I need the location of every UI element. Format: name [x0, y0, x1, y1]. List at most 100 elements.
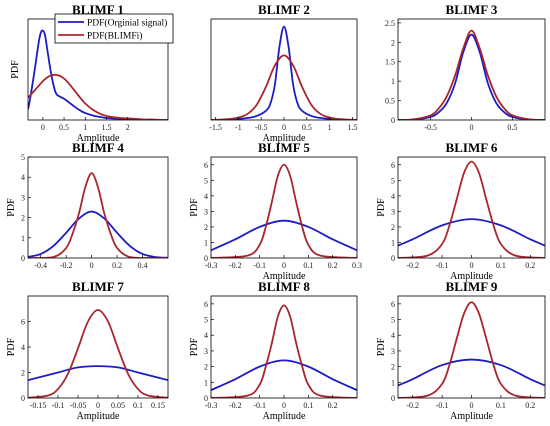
y-tick-label: 2 [21, 369, 25, 378]
panel-title: BLIMF 9 [446, 279, 498, 294]
x-axis-label: Amplitude [450, 411, 493, 422]
y-tick-label: 1 [391, 77, 395, 86]
x-tick-label: 2 [126, 123, 130, 132]
x-tick-label: 0.1 [496, 261, 506, 270]
x-tick-label: 0.2 [525, 401, 535, 410]
x-tick-label: 0.05 [111, 401, 125, 410]
x-tick-label: -0.3 [205, 261, 218, 270]
x-axis-label: Amplitude [263, 411, 306, 422]
y-tick-label: 0 [391, 394, 395, 403]
x-tick-label: -0.3 [205, 401, 218, 410]
x-tick-label: 0.5 [507, 123, 517, 132]
series-line-original [398, 218, 545, 247]
series-line-blimf [28, 73, 168, 120]
axes-box [27, 156, 169, 259]
x-tick-label: 0.2 [328, 401, 338, 410]
x-tick-label: 0 [282, 401, 286, 410]
x-tick-label: -0.2 [229, 401, 242, 410]
x-tick-label: 0.2 [112, 261, 122, 270]
y-tick-label: 4 [204, 331, 208, 340]
series-line-blimf [28, 309, 168, 398]
series-line-blimf [211, 54, 357, 120]
legend-box [54, 13, 174, 44]
x-tick-label: 0.2 [525, 261, 535, 270]
series-line-original [398, 33, 545, 120]
panel-title: BLIMF 2 [258, 2, 310, 17]
panel-title: BLIMF 7 [72, 279, 124, 294]
x-tick-label: -0.2 [60, 261, 73, 270]
x-tick-label: 0 [41, 123, 45, 132]
x-tick-label: 0 [282, 123, 286, 132]
x-tick-label: 0.2 [328, 261, 338, 270]
legend: PDF(Orginial signal) PDF(BLIMFi) [54, 13, 174, 44]
series-line-blimf [211, 163, 357, 258]
series-line-blimf [28, 172, 168, 258]
y-tick-label: 0 [204, 394, 208, 403]
series-line-original [211, 25, 357, 120]
x-tick-label: -0.5 [424, 123, 437, 132]
x-tick-label: -0.2 [406, 401, 419, 410]
x-tick-label: 1 [328, 123, 332, 132]
x-tick-label: -0.1 [436, 401, 449, 410]
panel-title: BLIMF 5 [258, 140, 310, 155]
y-tick-label: 6 [391, 161, 395, 170]
y-tick-label: 3 [204, 347, 208, 356]
panel-title: BLIMF 3 [446, 2, 498, 17]
y-tick-label: 2 [204, 363, 208, 372]
x-tick-label: -0.4 [34, 261, 47, 270]
x-tick-label: 0.1 [133, 401, 143, 410]
y-tick-label: 0 [391, 116, 395, 125]
series-line-blimf [211, 304, 357, 398]
y-tick-label: 6 [204, 300, 208, 309]
y-tick-label: 0 [21, 254, 25, 263]
y-tick-label: 2 [391, 38, 395, 47]
x-tick-label: 1 [83, 123, 87, 132]
x-axis-label: Amplitude [263, 133, 306, 144]
y-tick-label: 4 [21, 343, 25, 352]
y-tick-label: 2 [204, 223, 208, 232]
x-tick-label: 0 [90, 261, 94, 270]
x-tick-label: 0 [96, 401, 100, 410]
y-tick-label: 5 [391, 316, 395, 325]
y-tick-label: 4 [391, 331, 395, 340]
x-tick-label: 0 [470, 123, 474, 132]
y-tick-label: 6 [21, 318, 25, 327]
y-axis-label: PDF [6, 198, 17, 217]
y-tick-label: 5 [391, 176, 395, 185]
y-tick-label: 1 [204, 378, 208, 387]
y-tick-label: 3 [21, 193, 25, 202]
panel-6: -0.2 -0.1 0 0.1 0.2 0 1 2 3 4 5 6 BLIMF 6 Amplitude PD… [376, 140, 546, 282]
panel-title: BLIMF 8 [258, 279, 310, 294]
x-tick-label: -1.5 [209, 123, 222, 132]
y-axis-label: PDF [189, 198, 200, 217]
x-tick-label: 0 [470, 401, 474, 410]
y-tick-label: 5 [204, 176, 208, 185]
x-axis-label: Amplitude [77, 411, 120, 422]
legend-original-label: PDF(Orginial signal) [87, 18, 167, 29]
y-tick-label: 1 [21, 234, 25, 243]
series-line-original [28, 210, 168, 258]
y-tick-label: 3 [391, 207, 395, 216]
series-line-original [398, 358, 545, 387]
series-line-blimf [398, 29, 545, 120]
x-tick-label: -0.1 [253, 261, 266, 270]
x-tick-label: 0.3 [352, 261, 362, 270]
panel-2: -1.5 -1 -0.5 0 0.5 1 1.5 BLIMF 2 Amplitude [209, 2, 357, 144]
panel-4: -0.4 -0.2 0 0.2 0.4 0 1 2 3 4 5 BLIMF 4 PDF [6, 140, 169, 270]
x-axis-label: Amplitude [450, 271, 493, 282]
x-tick-label: 0.4 [138, 261, 148, 270]
x-tick-label: -0.1 [436, 261, 449, 270]
series-line-blimf [398, 301, 545, 398]
panel-9: -0.2 -0.1 0 0.1 0.2 0 1 2 3 4 5 6 BLIMF 9 Amplitude PD… [376, 279, 546, 422]
series-line-original [211, 359, 357, 391]
x-tick-label: 0.1 [303, 261, 313, 270]
x-tick-label: 0.5 [302, 123, 312, 132]
y-tick-label: 6 [391, 300, 395, 309]
y-axis-label: PDF [189, 337, 200, 356]
x-tick-label: 1.5 [101, 123, 111, 132]
panel-5: -0.3 -0.2 -0.1 0 0.1 0.2 0.3 0 1 2 3 4 5 6 BLIMF 5 Ampl… [189, 140, 362, 282]
y-tick-label: 2.5 [385, 19, 395, 28]
x-tick-label: 0.15 [151, 401, 165, 410]
